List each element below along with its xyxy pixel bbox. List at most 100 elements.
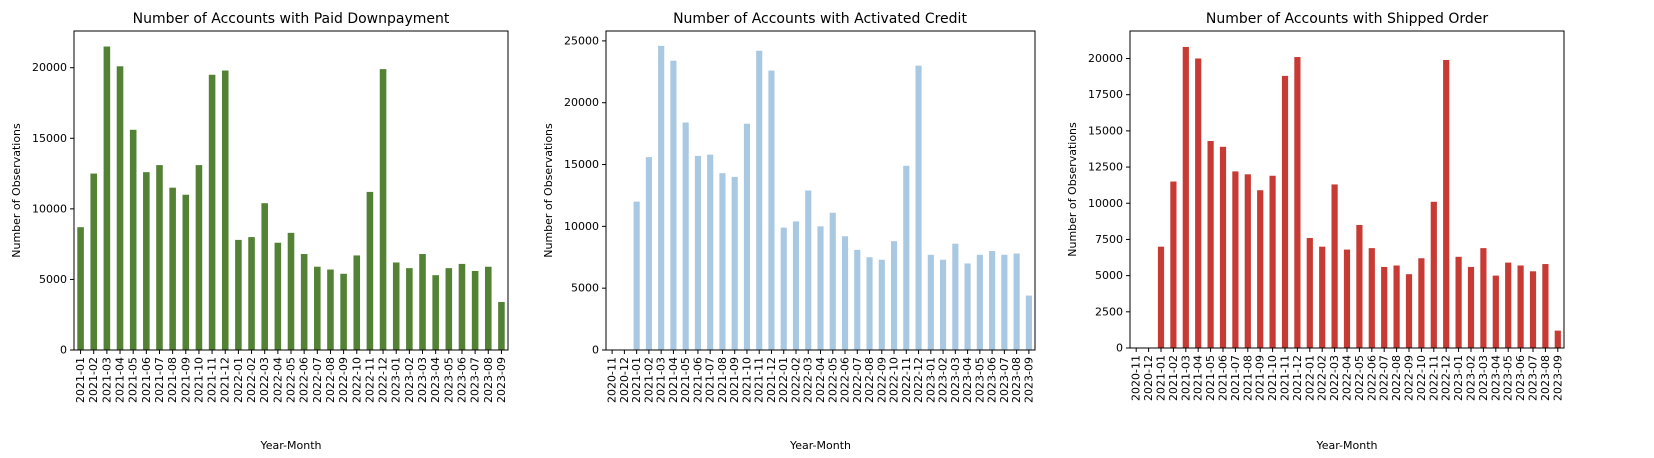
bar [1170,181,1177,348]
x-tick-label: 2023-06 [986,357,999,403]
bar [221,70,229,350]
bar [1025,295,1032,350]
x-tick-label: 2020-12 [618,357,631,403]
x-tick-label: 2023-03 [949,357,962,403]
x-tick-label: 2022-11 [900,357,913,403]
bar [1430,201,1437,348]
x-tick-label: 2021-07 [153,357,166,403]
x-tick-label: 2023-06 [1514,355,1527,401]
x-tick-label: 2022-07 [311,357,324,403]
y-axis-label: Number of Observations [1066,122,1079,257]
x-tick-label: 2021-12 [765,357,778,403]
x-tick-label: 2020-12 [1142,355,1155,401]
x-tick-label: 2020-11 [606,357,619,403]
bar [964,263,971,350]
bar [445,268,453,350]
x-tick-label: 2021-02 [1167,355,1180,401]
bar [366,191,374,350]
chart-3: Number of Accounts with Shipped Order 202… [1066,11,1565,452]
bar [694,155,701,350]
bar [670,60,677,351]
bar [1306,237,1313,348]
bar [707,154,714,350]
y-tick-label: 20000 [1088,52,1123,65]
y-tick-label: 5000 [571,282,599,295]
x-tick-label: 2022-11 [363,357,376,403]
x-tick-label: 2022-01 [1303,355,1316,401]
x-tick-label: 2022-11 [1427,355,1440,401]
x-tick-label: 2023-03 [416,357,429,403]
bar [169,187,176,350]
x-tick-label: 2021-05 [127,357,140,403]
y-axis-label: Number of Observations [542,123,555,258]
x-tick-label: 2023-06 [455,357,468,403]
bar [327,269,334,350]
bar [90,173,98,350]
x-tick-label: 2022-04 [814,357,827,403]
bar [1343,249,1351,348]
bar [208,74,216,350]
bar [682,122,689,350]
bar [1393,265,1400,348]
y-tick-label: 20000 [32,61,67,74]
y-tick-label: 17500 [1088,88,1123,101]
x-tick-label: 2022-07 [1378,355,1391,401]
bar [940,259,947,350]
x-tick-label: 2022-12 [1440,355,1453,401]
x-tick-label: 2023-07 [1527,355,1540,401]
bar [817,226,824,350]
x-tick-label: 2021-02 [642,357,655,403]
bar [989,251,996,350]
x-tick-label: 2022-02 [1316,355,1329,401]
x-tick-label: 2023-07 [998,357,1011,403]
bar [419,254,426,350]
bar [314,266,321,350]
x-tick-label: 2022-02 [789,357,802,403]
y-tick-label: 15000 [32,132,67,145]
y-tick-label: 0 [1116,342,1123,355]
x-tick-label: 2021-05 [1204,355,1217,401]
x-tick-label: 2021-11 [206,357,219,403]
x-tick-label: 2021-11 [1279,355,1292,401]
y-tick-label: 12500 [1088,161,1123,174]
bar [432,275,439,350]
y-tick-label: 20000 [564,96,599,109]
x-tick-label: 2023-04 [1489,355,1502,401]
x-tick-label: 2022-03 [802,357,815,403]
x-tick-label: 2022-10 [888,357,901,403]
bar [1443,59,1450,349]
y-tick-label: 25000 [564,34,599,47]
y-tick-label: 10000 [1088,197,1123,210]
x-tick-label: 2021-06 [691,357,704,403]
x-tick-label: 2021-04 [1192,355,1205,401]
y-tick-label: 10000 [564,220,599,233]
x-tick-label: 2022-08 [863,357,876,403]
bar [1182,46,1189,349]
bar [719,173,726,350]
bar [484,266,492,350]
bar [878,259,885,350]
x-tick-label: 2021-02 [87,357,100,403]
x-tick-label: 2020-11 [1130,355,1143,401]
bar [156,165,163,350]
bar [658,45,665,350]
bar [1157,246,1165,348]
bar [645,157,652,350]
bar [952,243,959,350]
x-tick-label: 2023-01 [924,357,937,403]
y-tick-label: 15000 [1088,124,1123,137]
bar [103,46,111,350]
x-tick-label: 2021-01 [630,357,643,403]
x-tick-label: 2022-01 [777,357,790,403]
x-tick-label: 2021-10 [740,357,753,403]
x-tick-label: 2022-04 [271,357,284,403]
x-tick-label: 2023-07 [469,357,482,403]
bar [1207,141,1214,348]
bar [248,237,255,350]
bar [780,227,787,350]
x-tick-label: 2022-05 [826,357,839,403]
bar [498,302,505,350]
x-tick-label: 2022-07 [851,357,864,403]
x-tick-label: 2021-06 [1217,355,1230,401]
bar [633,201,640,350]
